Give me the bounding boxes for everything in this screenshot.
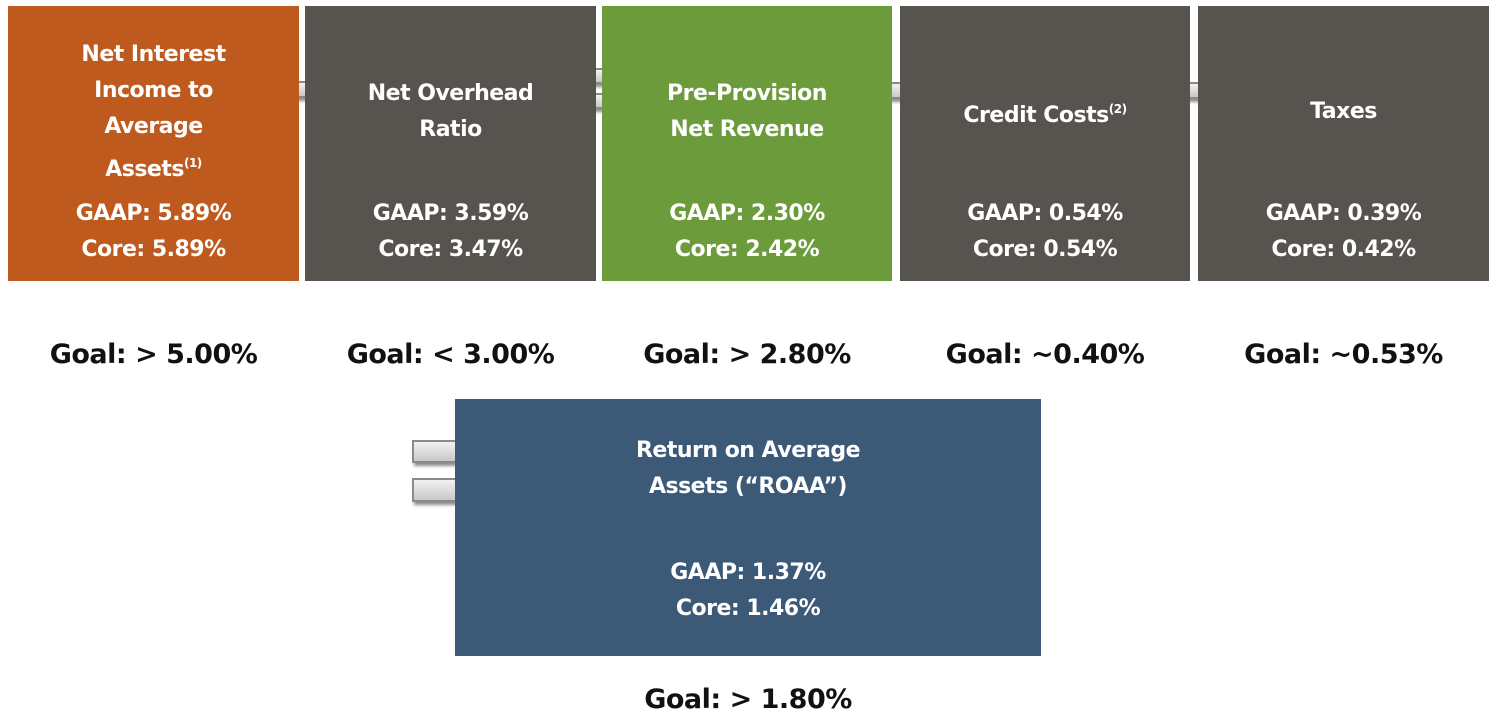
title-text: Assets	[105, 156, 184, 182]
metric-box: Net Overhead Ratio GAAP: 3.59% Core: 3.47%	[305, 6, 596, 281]
title-text: Ratio	[419, 117, 482, 142]
title-text: Assets (“ROAA”)	[648, 474, 848, 499]
goal: Goal: > 2.80%	[643, 339, 851, 370]
core-value: Core: 0.54%	[972, 237, 1118, 262]
title-line: Credit Costs(2)	[963, 91, 1127, 134]
superscript: (1)	[183, 155, 202, 170]
metric-box: Net Interest Income to Average Assets(1) GAA…	[8, 6, 299, 281]
title-text: Net Interest	[81, 41, 226, 67]
box-values: GAAP: 0.39% Core: 0.42%	[1266, 196, 1422, 268]
title-line: Taxes	[1310, 94, 1377, 130]
gaap-value: GAAP: 0.39%	[1265, 201, 1422, 226]
box-values: GAAP: 3.59% Core: 3.47%	[373, 196, 529, 268]
gaap-value: GAAP: 0.54%	[967, 201, 1123, 226]
box-title: Taxes	[1310, 36, 1377, 188]
title-text: Income to	[94, 77, 213, 103]
metric-box: Taxes GAAP: 0.39% Core: 0.42%	[1198, 6, 1489, 281]
superscript: (2)	[1108, 101, 1127, 116]
title-line: Income to	[94, 73, 213, 109]
metric-box: Pre-Provision Net Revenue GAAP: 2.30% Core:…	[602, 6, 892, 281]
core-value: Core: 5.89%	[81, 237, 226, 262]
goal: Goal: > 5.00%	[49, 339, 258, 370]
goal: Goal: > 1.80%	[644, 684, 852, 715]
title-text: Net Revenue	[670, 117, 824, 142]
box-values: GAAP: 5.89% Core: 5.89%	[76, 196, 232, 268]
metric-box: Credit Costs(2) GAAP: 0.54% Core: 0.54%	[900, 6, 1190, 281]
metric-box: Return on Average Assets (“ROAA”) GAAP: 1.…	[455, 399, 1041, 656]
core-value: Core: 2.42%	[674, 237, 820, 262]
box-values: GAAP: 2.30% Core: 2.42%	[669, 196, 825, 268]
gaap-value: GAAP: 5.89%	[75, 201, 232, 226]
title-text: Net Overhead	[367, 81, 534, 106]
box-values: GAAP: 1.37% Core: 1.46%	[670, 555, 826, 627]
title-line: Average	[104, 109, 203, 145]
title-text: Credit Costs	[963, 102, 1109, 128]
title-line: Return on Average	[635, 433, 861, 469]
core-value: Core: 1.46%	[675, 596, 821, 621]
core-value: Core: 3.47%	[378, 237, 523, 262]
box-title: Net Interest Income to Average Assets(1)	[81, 36, 226, 188]
box-title: Credit Costs(2)	[963, 36, 1127, 188]
goal: Goal: ~0.53%	[1244, 339, 1443, 370]
title-line: Ratio	[419, 112, 482, 148]
title-text: Return on Average	[635, 438, 861, 463]
gaap-value: GAAP: 3.59%	[372, 201, 529, 226]
title-line: Net Overhead	[368, 76, 534, 112]
title-text: Pre-Provision	[667, 81, 827, 106]
box-title: Net Overhead Ratio	[368, 36, 534, 188]
title-line: Net Revenue	[670, 112, 824, 148]
goal: Goal: ~0.40%	[945, 339, 1145, 370]
box-title: Return on Average Assets (“ROAA”)	[635, 433, 861, 505]
title-line: Assets(1)	[105, 145, 202, 188]
gaap-value: GAAP: 1.37%	[670, 560, 826, 585]
title-line: Assets (“ROAA”)	[648, 469, 848, 505]
title-text: Average	[104, 113, 203, 139]
title-line: Net Interest	[81, 37, 226, 73]
title-line: Pre-Provision	[667, 76, 827, 112]
box-title: Pre-Provision Net Revenue	[667, 36, 827, 188]
gaap-value: GAAP: 2.30%	[669, 201, 825, 226]
core-value: Core: 0.42%	[1271, 237, 1416, 262]
title-text: Taxes	[1310, 99, 1377, 124]
box-values: GAAP: 0.54% Core: 0.54%	[967, 196, 1123, 268]
goal: Goal: < 3.00%	[346, 339, 555, 370]
